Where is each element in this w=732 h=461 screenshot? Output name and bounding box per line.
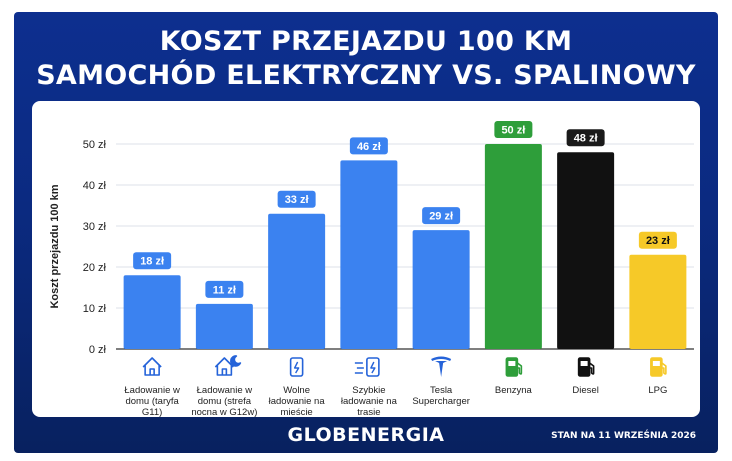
data-label: 48 zł <box>574 133 598 145</box>
data-label: 18 zł <box>140 256 164 268</box>
infographic-card: KOSZT PRZEJAZDU 100 KM SAMOCHÓD ELEKTRYC… <box>14 12 718 453</box>
data-label: 11 zł <box>213 284 236 296</box>
data-label: 29 zł <box>429 211 453 223</box>
category-label: domu (strefa <box>198 396 252 407</box>
value-badge <box>638 231 677 249</box>
category-label: Wolne <box>283 385 310 396</box>
brand-logo: GLOBENERGIA <box>287 424 445 446</box>
data-label: 23 zł <box>646 235 670 247</box>
fast-charger-icon <box>354 357 380 377</box>
category-label: Ładowanie w <box>197 385 253 396</box>
value-badge <box>133 252 172 270</box>
fuel-pump-icon <box>650 357 667 377</box>
category-label: G11) <box>142 407 162 417</box>
data-label: 33 zł <box>285 194 309 206</box>
slow-charger-icon <box>289 357 304 377</box>
value-badge <box>494 121 533 138</box>
date-note: STAN NA 11 WRZEŚNIA 2026 <box>551 431 696 441</box>
value-badge <box>566 129 605 147</box>
category-label: Szybkie <box>352 385 385 396</box>
y-tick-label: 20 zł <box>83 262 107 274</box>
y-axis-label: Koszt przejazdu 100 km <box>49 184 61 308</box>
bar <box>557 152 615 349</box>
y-tick-label: 0 zł <box>89 344 107 356</box>
bar-chart: Koszt przejazdu 100 km 0 zł 10 zł 20 zł 30 z… <box>49 121 694 417</box>
bar <box>629 254 687 349</box>
data-label: 50 zł <box>501 125 525 137</box>
y-tick-label: 40 zł <box>83 180 107 192</box>
category-label: LPG <box>648 385 667 396</box>
home-night-icon <box>214 355 242 376</box>
category-label: domu (taryfa <box>125 396 179 407</box>
title-line-2: SAMOCHÓD ELEKTRYCZNY VS. SPALINOWY <box>36 60 696 91</box>
category-label: Benzyna <box>495 385 533 396</box>
fuel-pump-icon <box>577 357 595 377</box>
home-icon <box>142 357 162 376</box>
value-badge <box>205 280 244 298</box>
bar <box>484 144 542 349</box>
value-badge <box>422 207 461 225</box>
value-badge <box>349 137 388 155</box>
value-badge <box>277 190 316 208</box>
title-line-1: KOSZT PRZEJAZDU 100 KM <box>159 26 573 57</box>
y-tick-label: 30 zł <box>83 221 107 233</box>
category-label: Diesel <box>572 385 598 396</box>
chart-panel: Koszt przejazdu 100 km 0 zł 10 zł 20 zł 30 z… <box>32 101 700 417</box>
category-label: nocna w G12w) <box>191 407 257 417</box>
category-label: ładowanie na <box>269 396 326 407</box>
category-label: Tesla <box>430 385 453 396</box>
y-tick-label: 50 zł <box>83 139 107 151</box>
category-label: mieście <box>281 407 313 417</box>
data-label: 46 zł <box>357 141 381 153</box>
fuel-pump-icon <box>505 357 523 377</box>
category-label: Ładowanie w <box>124 385 180 396</box>
category-label: Supercharger <box>412 396 470 407</box>
tesla-icon <box>431 356 452 377</box>
y-tick-label: 10 zł <box>83 303 107 315</box>
bar <box>268 213 326 349</box>
bar <box>123 275 181 349</box>
category-label: trasie <box>357 407 380 417</box>
bar <box>195 303 253 349</box>
bar <box>340 160 398 349</box>
category-label: ładowanie na <box>341 396 398 407</box>
bar <box>412 230 470 349</box>
